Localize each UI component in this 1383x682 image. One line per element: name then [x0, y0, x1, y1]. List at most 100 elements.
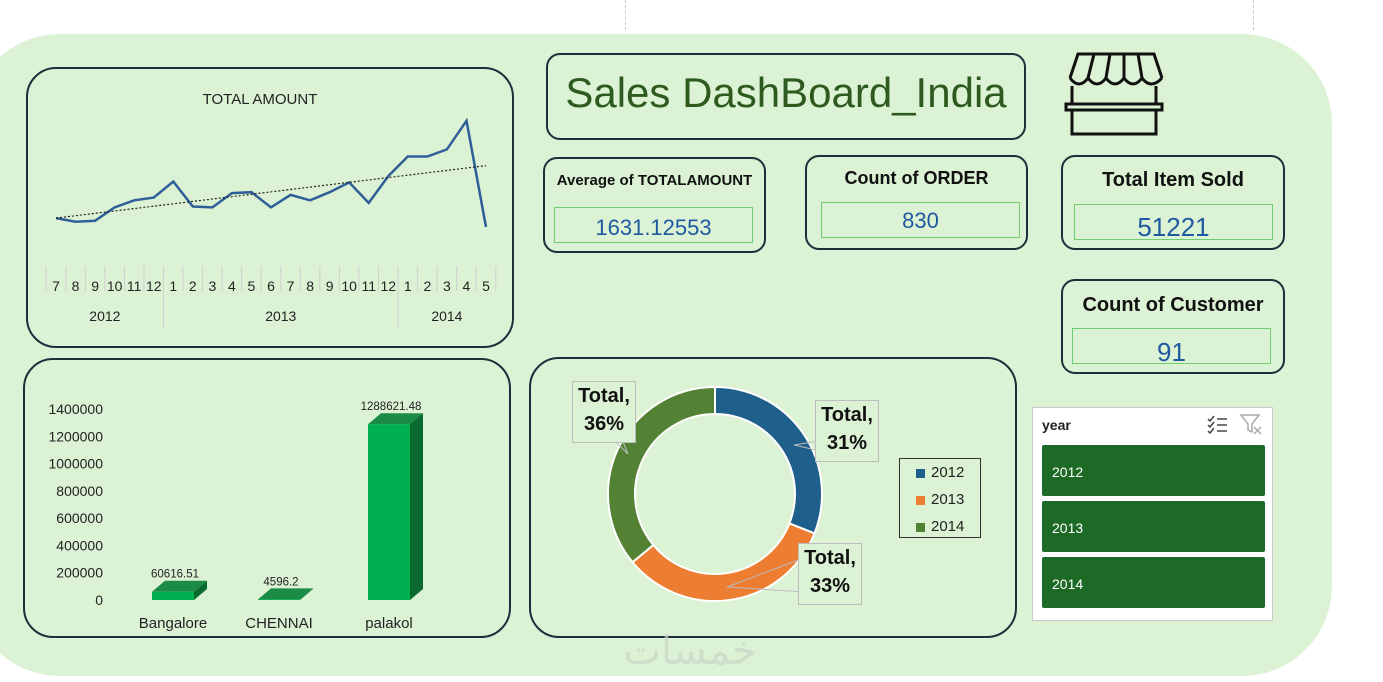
sheet-gridline: [1253, 0, 1254, 30]
kpi-average-amount: Average of TOTALAMOUNT 1631.12553: [543, 157, 766, 253]
x-year-label: 2014: [431, 308, 462, 324]
x-tick-label: 4: [228, 278, 236, 294]
x-tick-label: 3: [208, 278, 216, 294]
x-tick-label: 6: [267, 278, 275, 294]
legend-label: 2012: [931, 464, 965, 481]
bar-front: [368, 424, 410, 600]
x-tick-label: 3: [443, 278, 451, 294]
clear-filter-icon[interactable]: [1239, 413, 1263, 435]
kpi-value: 91: [1072, 328, 1271, 367]
bar-top: [152, 580, 207, 592]
kpi-value: 51221: [1074, 204, 1273, 242]
kpi-value: 830: [821, 202, 1020, 238]
legend-swatch: [916, 522, 925, 532]
x-tick-label: 1: [169, 278, 177, 294]
x-tick-label: 7: [287, 278, 295, 294]
slicer-item-2013[interactable]: 2013: [1042, 501, 1265, 552]
year-slicer: year 2012 2013 2014: [1032, 407, 1273, 621]
y-tick-label: 400000: [56, 537, 103, 553]
store-icon: [1064, 52, 1164, 136]
x-category-label: palakol: [365, 615, 413, 632]
multi-select-icon[interactable]: [1206, 414, 1228, 434]
trendline: [55, 165, 487, 219]
bar-top: [258, 588, 313, 600]
total-amount-line-chart: TOTAL AMOUNT 7 8 9 10 11 12 1 2 3 4 5 6 7 8 9 10 11 12 1 2 3…: [45, 91, 497, 329]
bar-chart-card: 0 200000 400000 600000 800000 1000000 1200000 1…: [23, 358, 511, 638]
line-chart-card: TOTAL AMOUNT 7 8 9 10 11 12 1 2 3 4 5 6 7 8 9 10 11 12 1 2 3…: [26, 67, 514, 348]
x-tick-label: 5: [482, 278, 490, 294]
sheet-gridline: [625, 0, 626, 30]
bar-side: [410, 413, 423, 600]
bar-bangalore: [152, 580, 207, 600]
x-year-label: 2012: [89, 308, 120, 324]
legend-swatch: [916, 468, 925, 478]
donut-label-2012: Total, 31%: [815, 400, 879, 462]
kpi-value: 1631.12553: [554, 207, 753, 243]
y-tick-label: 1000000: [48, 456, 103, 472]
x-tick-label: 1: [404, 278, 412, 294]
bar-palakol: [368, 413, 423, 600]
bar-front: [258, 599, 300, 600]
line-series: [55, 117, 488, 228]
donut-label-2013: Total, 33%: [798, 543, 862, 605]
leader-line: [726, 558, 822, 594]
bar-data-label: 4596.2: [263, 576, 298, 588]
city-bar-chart: 0 200000 400000 600000 800000 1000000 1200000 1…: [48, 401, 423, 632]
legend-item-2012: 2012: [916, 464, 964, 481]
bar-side: [300, 588, 313, 600]
kpi-label: Total Item Sold: [1102, 169, 1244, 191]
x-tick-label: 12: [146, 278, 162, 294]
legend-label: 2014: [931, 518, 965, 535]
y-tick-label: 0: [95, 592, 103, 608]
x-tick-label: 10: [107, 278, 123, 294]
kpi-label: Count of Customer: [1082, 294, 1264, 316]
x-tick-label: 2: [189, 278, 197, 294]
slicer-item-2012[interactable]: 2012: [1042, 445, 1265, 496]
kpi-count-order: Count of ORDER 830: [805, 155, 1028, 250]
legend-item-2013: 2013: [916, 491, 964, 508]
x-category-label: Bangalore: [139, 615, 207, 632]
bar-data-label: 60616.51: [151, 569, 199, 581]
donut-legend: 2012 2013 2014: [899, 458, 981, 538]
bar-top: [368, 413, 423, 425]
donut-slice-2013: [631, 522, 816, 602]
x-category-label: CHENNAI: [245, 615, 313, 632]
x-year-label: 2013: [265, 308, 296, 324]
bar-chennai: [258, 588, 313, 600]
slicer-item-2014[interactable]: 2014: [1042, 557, 1265, 608]
page-title: Sales DashBoard_India: [565, 69, 1007, 116]
y-tick-label: 1200000: [48, 428, 103, 444]
x-tick-label: 8: [72, 278, 80, 294]
kpi-label: Count of ORDER: [844, 168, 989, 188]
x-tick-label: 7: [52, 278, 60, 294]
y-tick-label: 1400000: [48, 401, 103, 417]
bar-front: [152, 591, 194, 600]
x-tick-label: 11: [361, 278, 376, 294]
x-tick-label: 9: [326, 278, 334, 294]
watermark-logo: خمسات: [623, 628, 757, 674]
x-tick-label: 2: [423, 278, 431, 294]
y-tick-label: 800000: [56, 483, 103, 499]
x-tick-label: 12: [380, 278, 396, 294]
x-tick-label: 10: [341, 278, 357, 294]
legend-item-2014: 2014: [916, 518, 964, 535]
kpi-label: Average of TOTALAMOUNT: [556, 172, 753, 189]
x-tick-label: 8: [306, 278, 314, 294]
legend-swatch: [916, 495, 925, 505]
y-tick-label: 600000: [56, 510, 103, 526]
x-tick-label: 4: [463, 278, 471, 294]
bar-side: [194, 580, 207, 600]
kpi-count-customer: Count of Customer 91: [1061, 279, 1285, 374]
x-tick-label: 9: [91, 278, 99, 294]
title-card: Sales DashBoard_India: [546, 53, 1026, 140]
x-tick-label: 11: [127, 278, 142, 294]
chart-title: TOTAL AMOUNT: [203, 91, 318, 108]
y-tick-label: 200000: [56, 565, 103, 581]
kpi-total-item-sold: Total Item Sold 51221: [1061, 155, 1285, 250]
slicer-header: year: [1042, 417, 1071, 433]
legend-label: 2013: [931, 491, 965, 508]
donut-label-2014: Total, 36%: [572, 381, 636, 443]
x-tick-label: 5: [248, 278, 256, 294]
bar-data-label: 1288621.48: [361, 401, 422, 413]
donut-slice-2012: [714, 385, 823, 535]
